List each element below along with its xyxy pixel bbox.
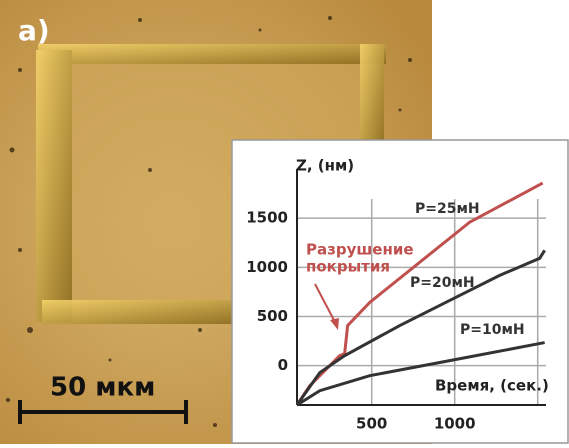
annotation-arrowhead bbox=[330, 318, 339, 330]
series-label: P=20мН bbox=[410, 275, 475, 291]
series-line bbox=[296, 341, 545, 407]
panel-label: a) bbox=[18, 14, 50, 47]
scale-label: 50 мкм bbox=[50, 373, 155, 403]
series-line bbox=[295, 181, 544, 406]
series-label: P=25мН bbox=[415, 201, 480, 217]
series-label: P=10мН bbox=[460, 322, 525, 338]
scale-bar bbox=[18, 400, 188, 424]
y-axis-title: Z, (нм) bbox=[296, 157, 354, 175]
chart-panel bbox=[231, 139, 569, 444]
annotation-arrow bbox=[314, 283, 337, 325]
x-tick-label: 1000 bbox=[434, 415, 476, 433]
y-tick-label: 1500 bbox=[246, 209, 288, 227]
scratch-bottom bbox=[42, 300, 242, 324]
series-line bbox=[295, 249, 546, 406]
x-tick-label: 500 bbox=[356, 415, 387, 433]
y-tick-label: 1000 bbox=[246, 258, 288, 276]
annotation: покрытия bbox=[306, 258, 390, 276]
scratch-left bbox=[36, 50, 72, 322]
specks bbox=[6, 16, 412, 427]
y-tick-label: 500 bbox=[257, 307, 288, 325]
scratch-right bbox=[360, 44, 384, 154]
x-axis-title: Время, (сек.) bbox=[435, 377, 549, 395]
annotation: Разрушение bbox=[306, 241, 414, 259]
chart: 0 500 1000 1500 500 1000 Z, (нм) Время, (сек.) P… bbox=[246, 157, 549, 433]
scratch-top bbox=[38, 44, 386, 64]
y-tick-label: 0 bbox=[278, 356, 288, 374]
